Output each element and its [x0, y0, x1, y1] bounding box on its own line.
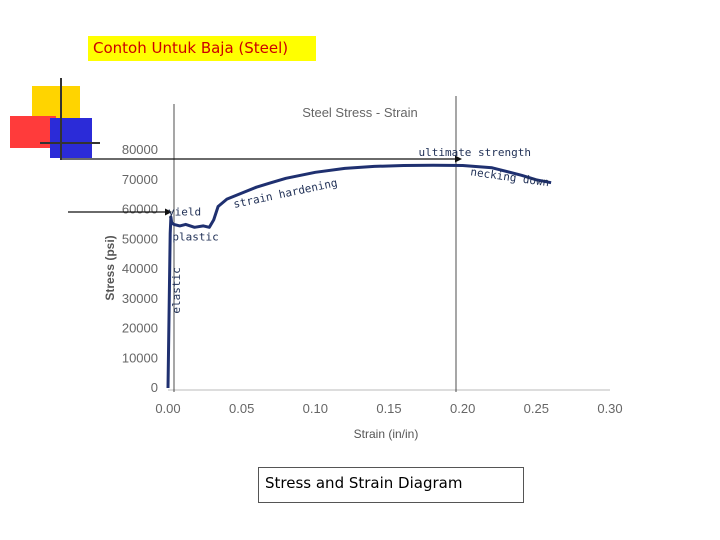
x-tick-label: 0.00 — [155, 401, 180, 416]
chart-annotations: ultimate strength necking down strain hard… — [168, 146, 550, 314]
x-axis-label: Strain (in/in) — [354, 427, 419, 441]
y-tick-label: 20000 — [122, 321, 158, 336]
x-tick-label: 0.30 — [597, 401, 622, 416]
x-tick-label: 0.05 — [229, 401, 254, 416]
x-tick-label: 0.15 — [376, 401, 401, 416]
deco-vertical-line — [60, 78, 62, 160]
x-axis-ticks: 0.00 0.05 0.10 0.15 0.20 0.25 0.30 — [155, 401, 622, 416]
annotation-ultimate-strength: ultimate strength — [418, 146, 531, 159]
y-axis-label: Stress (psi) — [103, 235, 117, 300]
x-tick-label: 0.25 — [524, 401, 549, 416]
y-tick-label: 60000 — [122, 202, 158, 217]
y-axis-ticks: 0 10000 20000 30000 40000 50000 60000 70000 8000… — [122, 142, 158, 395]
y-tick-label: 10000 — [122, 350, 158, 365]
y-tick-label: 80000 — [122, 142, 158, 157]
annotation-elastic: elastic — [170, 267, 183, 313]
y-tick-label: 0 — [151, 380, 158, 395]
x-tick-label: 0.10 — [303, 401, 328, 416]
annotation-yield: yield — [168, 205, 201, 218]
deco-horizontal-line — [40, 142, 100, 144]
ultimate-arrow-head — [455, 155, 462, 163]
diagram-caption: Stress and Strain Diagram — [258, 467, 524, 503]
x-tick-label: 0.20 — [450, 401, 475, 416]
y-tick-label: 30000 — [122, 291, 158, 306]
annotation-necking-down: necking down — [470, 165, 551, 189]
chart-title: Steel Stress - Strain — [302, 105, 418, 120]
y-tick-label: 40000 — [122, 261, 158, 276]
y-tick-label: 70000 — [122, 172, 158, 187]
slide-title: Contoh Untuk Baja (Steel) — [88, 36, 316, 61]
deco-blue-square — [50, 118, 92, 158]
annotation-strain-hardening: strain hardening — [232, 176, 338, 211]
y-tick-label: 50000 — [122, 231, 158, 246]
stress-strain-curve — [166, 163, 552, 389]
annotation-plastic: plastic — [172, 231, 218, 244]
yield-arrow-head — [165, 208, 172, 216]
